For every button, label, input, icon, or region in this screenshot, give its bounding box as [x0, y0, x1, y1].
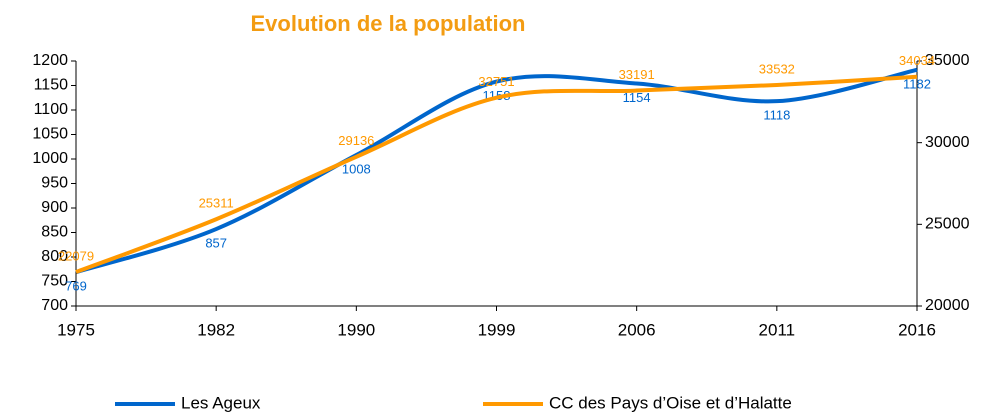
y-tick-label: 1100: [34, 101, 69, 118]
y-tick-label: 1200: [32, 52, 68, 69]
data-label: 33532: [759, 61, 795, 76]
y2-tick-label: 35000: [925, 52, 970, 69]
y-tick-label: 850: [41, 224, 68, 241]
x-tick-label: 2016: [898, 320, 936, 339]
y2-tick-label: 25000: [925, 216, 970, 233]
x-tick-label: 1975: [57, 320, 95, 339]
data-label: 29136: [338, 133, 374, 148]
y-tick-label: 1050: [32, 126, 68, 143]
data-label: 33191: [619, 67, 655, 82]
data-label: 25311: [199, 196, 234, 211]
y2-tick-label: 20000: [925, 297, 970, 314]
x-tick-label: 1990: [337, 320, 375, 339]
x-tick-label: 1982: [197, 320, 235, 339]
data-label: 1182: [903, 76, 931, 91]
legend-label: Les Ageux: [181, 393, 261, 412]
y-tick-label: 1150: [34, 77, 69, 94]
data-label: 1008: [342, 162, 371, 177]
y-tick-label: 800: [41, 248, 68, 265]
series-line: [75, 74, 918, 274]
legend-label: CC des Pays d’Oise et d’Halatte: [549, 393, 792, 412]
y2-tick-label: 30000: [925, 134, 970, 151]
x-tick-label: 1999: [478, 320, 516, 339]
data-label: 1118: [763, 108, 790, 123]
data-label: 32751: [478, 74, 514, 89]
y-tick-label: 1000: [32, 150, 68, 167]
y-tick-label: 950: [41, 175, 68, 192]
x-tick-label: 2006: [618, 320, 656, 339]
y-tick-label: 750: [41, 273, 68, 290]
data-label: 857: [205, 236, 227, 251]
y-tick-label: 900: [41, 199, 68, 216]
series-line: [75, 67, 918, 275]
data-label: 22079: [58, 248, 94, 263]
data-label: 1154: [623, 90, 651, 105]
x-tick-label: 2011: [759, 320, 796, 339]
y-tick-label: 700: [41, 297, 68, 314]
data-label: 769: [65, 279, 87, 294]
chart-title: Evolution de la population: [251, 11, 526, 36]
data-label: 34034: [899, 53, 935, 68]
